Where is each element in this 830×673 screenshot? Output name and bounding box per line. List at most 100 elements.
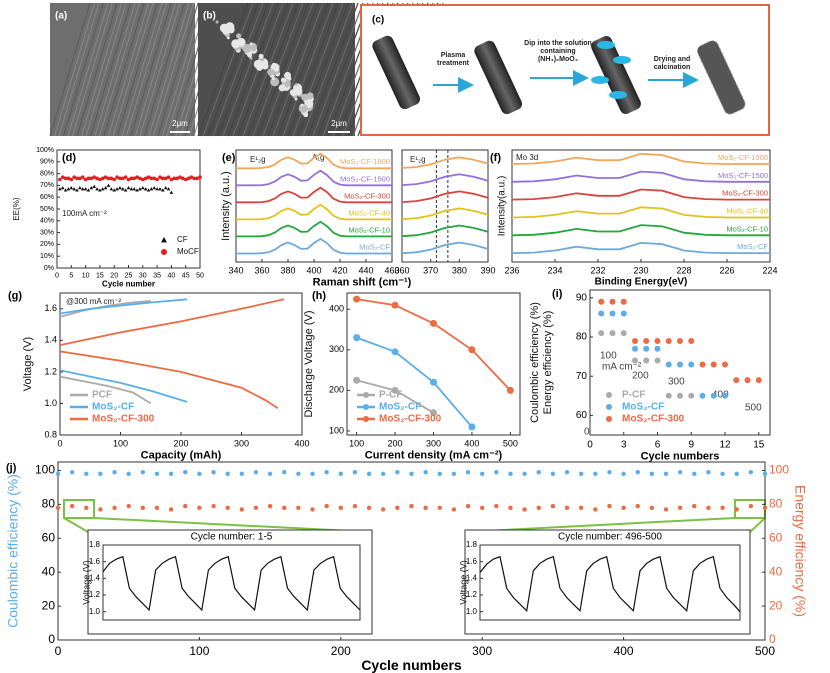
data-point — [437, 505, 442, 510]
y-axis-label: Discharge Voltage (V) — [303, 311, 315, 418]
data-point — [324, 503, 329, 509]
legend-label: MoS₂-CF — [92, 402, 134, 413]
data-point — [129, 176, 134, 181]
data-point — [621, 505, 626, 510]
plot-frame — [57, 461, 766, 641]
data-point — [146, 175, 151, 179]
streak — [90, 2, 131, 137]
data-point — [198, 175, 202, 179]
data-point — [465, 469, 471, 475]
data-point — [654, 357, 661, 364]
panel-label: (c) — [372, 15, 384, 26]
x-axis-label: Binding Energy(eV) — [595, 277, 688, 288]
x-tick-label: 400 — [294, 439, 309, 449]
data-point — [211, 469, 216, 475]
particle — [289, 89, 297, 97]
x-tick-label: 460 — [384, 266, 399, 276]
y-tick-label: 400 — [329, 304, 344, 314]
x-tick-label: 390 — [480, 266, 495, 276]
data-point — [451, 471, 457, 477]
plot-frame — [102, 544, 361, 621]
streak — [117, 2, 158, 137]
data-point — [89, 185, 94, 190]
x-tick-label: 5 — [69, 272, 73, 279]
x-tick-label: 400 — [614, 644, 634, 658]
data-point — [154, 471, 160, 477]
data-point — [643, 357, 650, 364]
x-axis-label: Cycle numbers — [641, 451, 720, 463]
particle — [258, 53, 264, 59]
series-line — [236, 237, 392, 255]
y-axis-label: Energy efficiency (%) — [542, 311, 554, 415]
data-point — [465, 503, 471, 509]
step-label: Plasma treatment — [437, 52, 469, 67]
data-point — [112, 188, 116, 192]
data-point — [409, 503, 414, 509]
y-axis-label: Intensity(a.u.) — [497, 176, 508, 237]
data-point — [480, 471, 485, 477]
x-tick-label: 400 — [464, 439, 479, 449]
data-point — [494, 469, 499, 475]
data-point — [409, 471, 414, 477]
data-point — [353, 295, 361, 303]
data-point — [239, 507, 245, 512]
data-point — [635, 469, 640, 475]
data-point — [92, 184, 96, 189]
data-point — [643, 337, 650, 344]
panel-label: (g) — [8, 290, 22, 302]
x-axis-label: Cycle number — [102, 280, 155, 289]
y-tick-label: 1.4 — [89, 573, 101, 582]
data-point — [282, 505, 287, 510]
x-tick-label: 12 — [719, 440, 731, 451]
data-point — [183, 503, 188, 509]
data-point — [161, 188, 165, 192]
particle — [283, 78, 287, 82]
streak — [237, 2, 289, 137]
y-axis-label: Intensity (a.u.) — [220, 171, 232, 241]
particle — [294, 97, 298, 101]
data-point — [168, 507, 174, 512]
x-tick-label: 500 — [755, 644, 775, 658]
data-point — [677, 469, 683, 475]
x-tick-label: 300 — [234, 439, 249, 449]
data-point — [720, 471, 725, 477]
annotation: Mo 3d — [516, 153, 538, 162]
panel-label: (b) — [203, 11, 216, 22]
x-tick-label: 35 — [153, 272, 161, 279]
data-point — [722, 361, 728, 368]
data-point — [129, 187, 134, 191]
series-line — [401, 207, 489, 220]
y-tick-label: 60% — [40, 194, 54, 201]
series-line — [59, 298, 188, 403]
annotation: E¹₂g — [410, 155, 426, 164]
data-point — [63, 188, 68, 192]
data-point — [58, 187, 62, 191]
data-point — [748, 503, 754, 509]
streak — [272, 2, 324, 137]
legend-label: CF — [177, 235, 188, 244]
data-point — [395, 505, 400, 510]
data-point — [178, 175, 182, 179]
data-point — [267, 471, 273, 477]
data-point — [381, 471, 386, 477]
series-line — [511, 224, 770, 237]
data-point — [239, 471, 245, 477]
inset-frame — [87, 529, 373, 635]
y-tick-label: 60 — [576, 410, 588, 421]
data-point — [536, 505, 541, 510]
data-point — [69, 469, 75, 475]
data-point — [158, 187, 162, 191]
panel-label: (e) — [222, 152, 236, 164]
x-tick-label: 200 — [173, 439, 188, 449]
data-point — [192, 176, 197, 181]
particle — [301, 93, 309, 101]
y-tick-label: 40% — [40, 218, 54, 225]
data-point — [391, 348, 399, 356]
y-tick-label: 100 — [329, 425, 344, 435]
particle — [294, 83, 298, 87]
annotation: 500 — [745, 403, 762, 414]
legend-marker — [606, 404, 612, 410]
x-tick-label: 200 — [388, 439, 403, 449]
data-point — [86, 188, 91, 192]
series-line — [511, 188, 770, 201]
